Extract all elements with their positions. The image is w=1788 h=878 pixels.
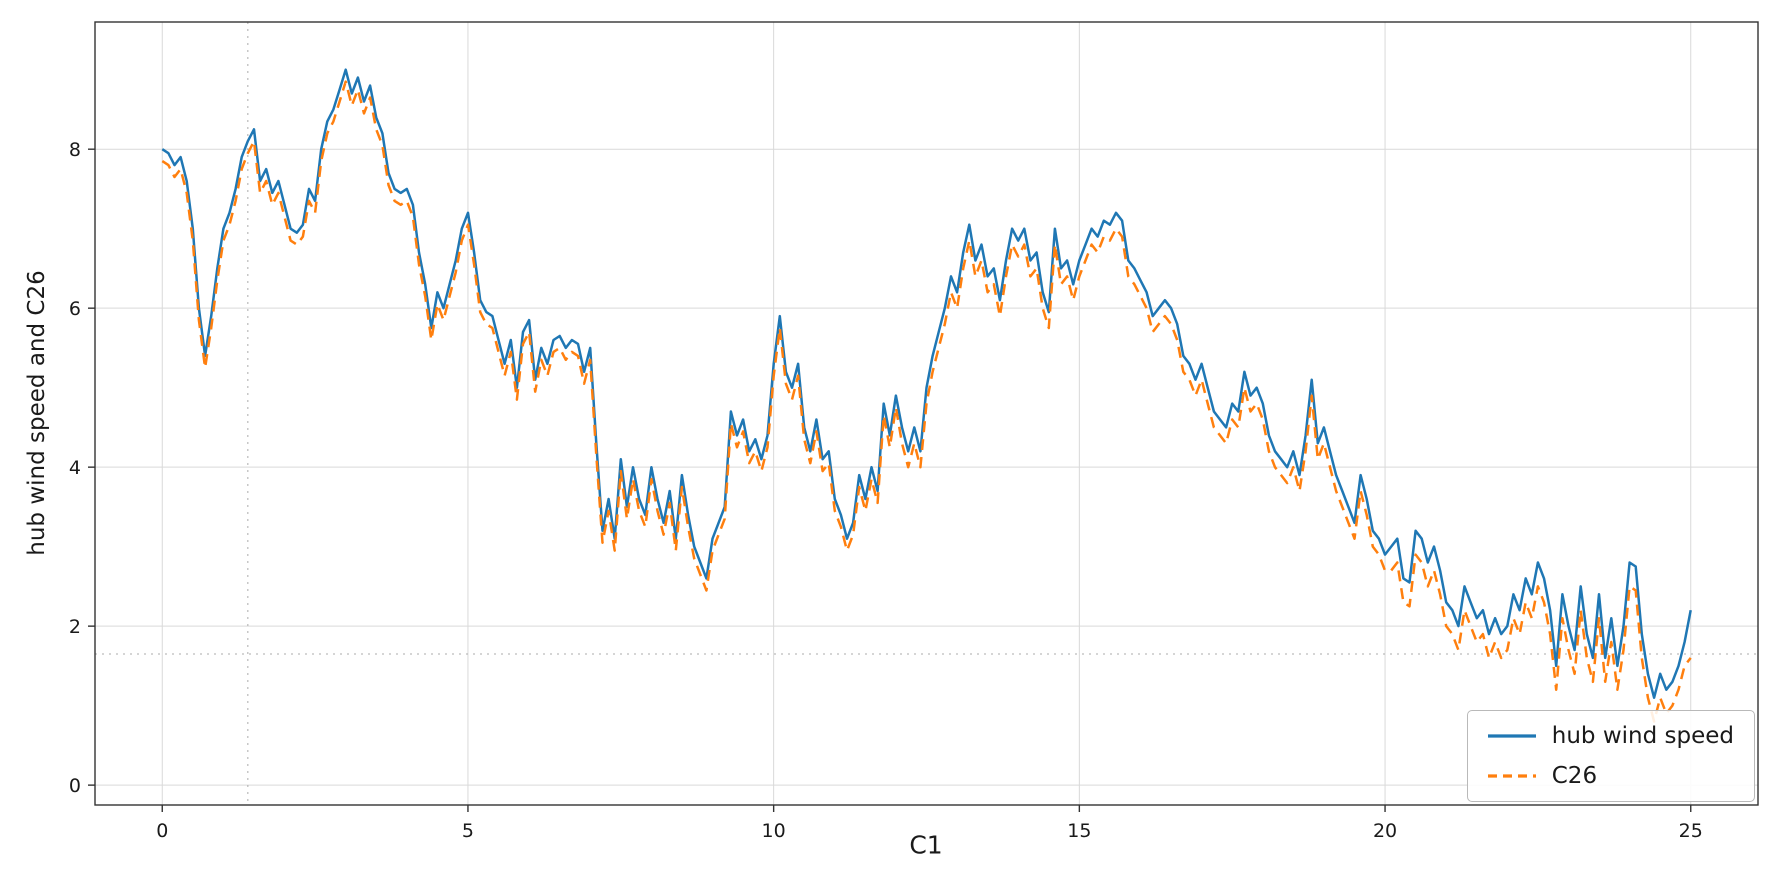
y-tick-label: 6	[69, 298, 81, 320]
crosshair-lines	[95, 22, 1758, 805]
y-tick-label: 2	[69, 616, 81, 638]
legend-line-sample-solid	[1487, 734, 1536, 738]
y-axis-label: hub wind speed and C26	[24, 270, 50, 556]
y-tick-label: 4	[69, 457, 81, 479]
legend-item-hub-wind-speed: hub wind speed	[1487, 723, 1734, 749]
series-line-hub-wind-speed	[161, 68, 1692, 699]
series-line-c26	[161, 80, 1692, 723]
x-tick-label: 0	[156, 820, 168, 842]
legend: hub wind speed C26	[1466, 710, 1755, 802]
legend-line-sample-dashed	[1487, 774, 1536, 778]
x-tick-label: 10	[762, 820, 786, 842]
x-tick-label: 20	[1373, 820, 1397, 842]
x-tick-label: 5	[462, 820, 474, 842]
x-tick-label: 15	[1067, 820, 1091, 842]
legend-item-c26: C26	[1487, 763, 1734, 789]
x-tick-label: 25	[1679, 820, 1703, 842]
axes-frame	[94, 21, 1759, 806]
tick-labels: 0 5 10 15 20 25 0 2 4 6 8	[69, 139, 1703, 842]
legend-label: hub wind speed	[1551, 723, 1734, 749]
y-tick-label: 8	[69, 139, 81, 161]
y-tick-label: 0	[69, 775, 81, 797]
x-axis-label: C1	[909, 830, 943, 860]
legend-label: C26	[1551, 763, 1598, 789]
gridlines	[95, 22, 1758, 805]
